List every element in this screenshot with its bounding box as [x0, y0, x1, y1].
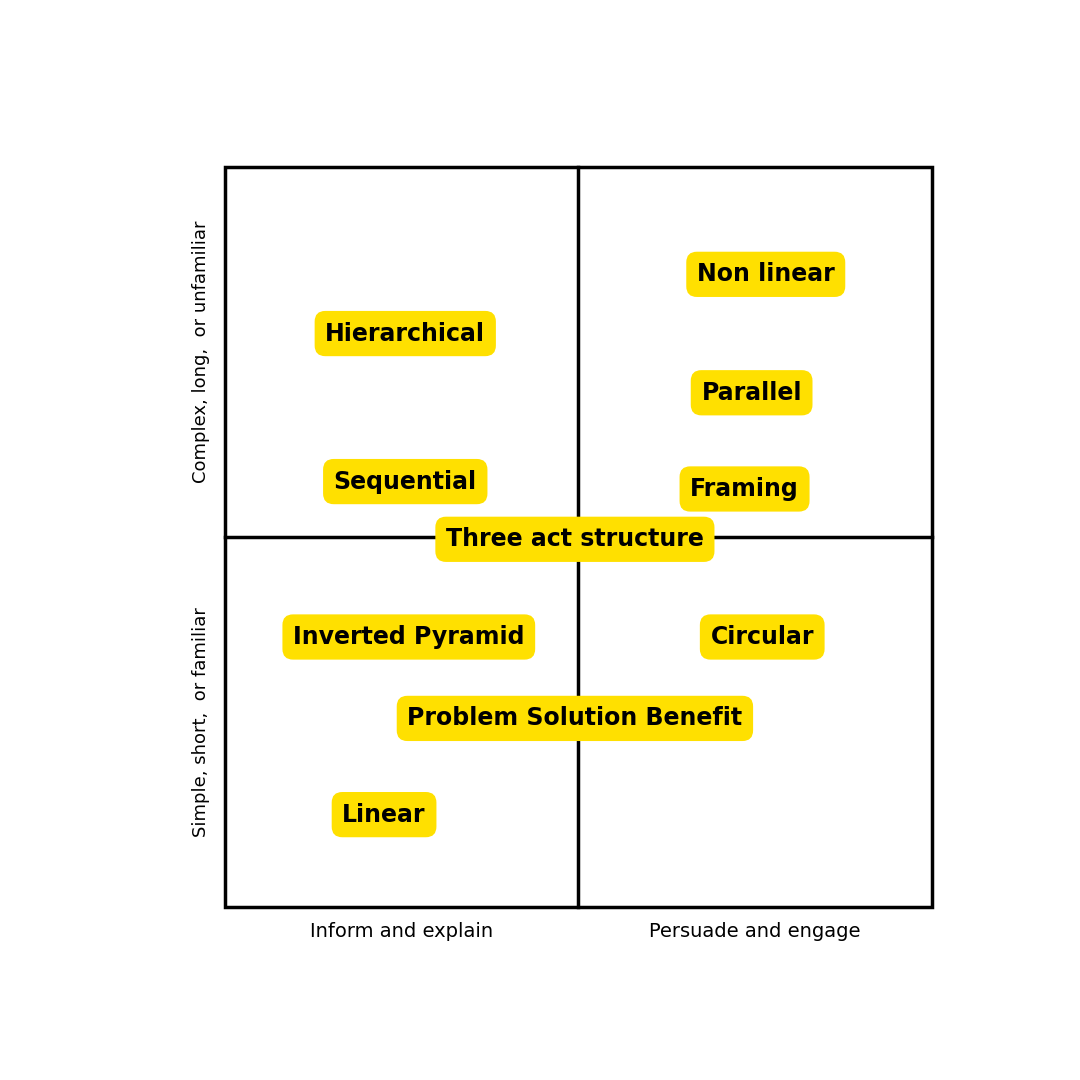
- Text: Circular: Circular: [711, 625, 814, 649]
- Text: Three act structure: Three act structure: [446, 527, 704, 551]
- Text: Sequential: Sequential: [334, 470, 477, 494]
- Text: Linear: Linear: [342, 802, 426, 826]
- Text: Simple, short,  or familiar: Simple, short, or familiar: [192, 607, 210, 837]
- Text: Persuade and engage: Persuade and engage: [649, 922, 861, 941]
- Text: Problem Solution Benefit: Problem Solution Benefit: [407, 706, 742, 730]
- Text: Hierarchical: Hierarchical: [325, 322, 485, 346]
- Bar: [225, 167, 932, 907]
- Text: Parallel: Parallel: [701, 381, 801, 405]
- Text: Framing: Framing: [690, 477, 799, 501]
- Text: Non linear: Non linear: [697, 262, 835, 286]
- Text: Complex, long,  or unfamiliar: Complex, long, or unfamiliar: [192, 220, 210, 484]
- Text: Inverted Pyramid: Inverted Pyramid: [293, 625, 525, 649]
- Text: Inform and explain: Inform and explain: [310, 922, 494, 941]
